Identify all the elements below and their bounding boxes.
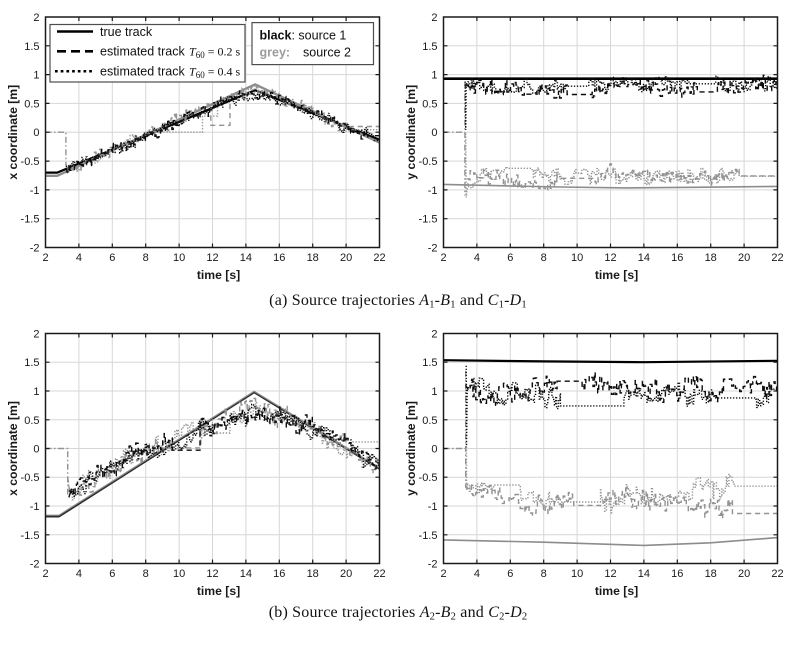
svg-text:-1.5: -1.5: [419, 530, 438, 542]
svg-text:6: 6: [507, 252, 513, 264]
svg-text:20: 20: [738, 568, 750, 580]
svg-text:20: 20: [340, 252, 352, 264]
svg-text:0.5: 0.5: [24, 415, 39, 427]
svg-text:y coordinate [m]: y coordinate [m]: [404, 401, 418, 496]
svg-text:14: 14: [240, 568, 252, 580]
svg-text:4: 4: [76, 568, 82, 580]
svg-text:-1: -1: [30, 501, 40, 513]
svg-text:6: 6: [109, 252, 115, 264]
svg-text:-0.5: -0.5: [419, 156, 438, 168]
svg-text:16: 16: [671, 252, 683, 264]
svg-text:12: 12: [604, 568, 616, 580]
svg-text:20: 20: [340, 568, 352, 580]
svg-text:-2: -2: [428, 559, 438, 571]
svg-text:18: 18: [307, 252, 319, 264]
svg-text:-1: -1: [428, 501, 438, 513]
svg-text:4: 4: [474, 568, 480, 580]
svg-text:2: 2: [440, 568, 446, 580]
svg-text:1.5: 1.5: [422, 357, 437, 369]
svg-text:14: 14: [638, 568, 650, 580]
svg-text:grey:: grey:: [260, 46, 291, 60]
svg-text:-0.5: -0.5: [21, 472, 40, 484]
svg-text:12: 12: [206, 568, 218, 580]
svg-text:18: 18: [705, 568, 717, 580]
svg-text:20: 20: [738, 252, 750, 264]
svg-text:1: 1: [431, 386, 437, 398]
svg-text:4: 4: [474, 252, 480, 264]
svg-text:8: 8: [541, 568, 547, 580]
svg-text:T60 = 0.2 s: T60 = 0.2 s: [189, 45, 240, 61]
svg-text:10: 10: [571, 568, 583, 580]
svg-text:8: 8: [143, 568, 149, 580]
svg-text:0.5: 0.5: [24, 98, 39, 110]
svg-text:estimated track: estimated track: [100, 45, 186, 59]
svg-text:time [s]: time [s]: [595, 268, 638, 282]
svg-text:-1: -1: [30, 185, 40, 197]
svg-text:0: 0: [431, 127, 437, 139]
svg-text:black: source 1: black: source 1: [260, 29, 347, 43]
svg-text:true track: true track: [100, 25, 153, 39]
svg-text:0: 0: [33, 444, 39, 456]
svg-text:12: 12: [604, 252, 616, 264]
svg-text:source 2: source 2: [303, 46, 351, 60]
svg-text:12: 12: [206, 252, 218, 264]
svg-text:22: 22: [373, 568, 385, 580]
svg-text:14: 14: [638, 252, 650, 264]
svg-text:x coordinate [m]: x coordinate [m]: [6, 85, 20, 180]
svg-text:16: 16: [671, 568, 683, 580]
svg-text:(a) Source trajectories A1-B1: (a) Source trajectories A1-B1 and C1-D1: [269, 292, 527, 311]
svg-text:1: 1: [33, 70, 39, 82]
svg-text:10: 10: [571, 252, 583, 264]
svg-text:y coordinate [m]: y coordinate [m]: [404, 85, 418, 180]
svg-text:6: 6: [507, 568, 513, 580]
svg-text:10: 10: [173, 252, 185, 264]
svg-text:2: 2: [33, 329, 39, 341]
svg-text:time [s]: time [s]: [197, 268, 240, 282]
svg-text:time [s]: time [s]: [197, 584, 240, 598]
svg-text:8: 8: [143, 252, 149, 264]
svg-text:0.5: 0.5: [422, 415, 437, 427]
svg-text:estimated track: estimated track: [100, 65, 186, 79]
svg-text:-1: -1: [428, 185, 438, 197]
svg-text:1: 1: [431, 70, 437, 82]
svg-text:4: 4: [76, 252, 82, 264]
svg-text:time [s]: time [s]: [595, 584, 638, 598]
svg-text:2: 2: [440, 252, 446, 264]
svg-text:2: 2: [42, 252, 48, 264]
svg-text:6: 6: [109, 568, 115, 580]
svg-text:1.5: 1.5: [24, 357, 39, 369]
svg-text:0.5: 0.5: [422, 98, 437, 110]
svg-text:2: 2: [431, 12, 437, 24]
svg-text:22: 22: [771, 568, 783, 580]
svg-text:-0.5: -0.5: [419, 472, 438, 484]
svg-text:0: 0: [431, 444, 437, 456]
svg-text:0: 0: [33, 127, 39, 139]
svg-text:2: 2: [431, 329, 437, 341]
svg-text:14: 14: [240, 252, 252, 264]
svg-text:18: 18: [705, 252, 717, 264]
svg-text:-2: -2: [30, 559, 40, 571]
svg-text:-1.5: -1.5: [21, 530, 40, 542]
svg-text:-2: -2: [428, 243, 438, 255]
svg-text:-1.5: -1.5: [21, 214, 40, 226]
svg-text:18: 18: [307, 568, 319, 580]
svg-text:10: 10: [173, 568, 185, 580]
svg-text:x coordinate [m]: x coordinate [m]: [6, 401, 20, 496]
svg-text:1.5: 1.5: [24, 41, 39, 53]
svg-text:16: 16: [273, 252, 285, 264]
svg-text:T60 = 0.4 s: T60 = 0.4 s: [189, 65, 240, 81]
svg-text:16: 16: [273, 568, 285, 580]
svg-text:1.5: 1.5: [422, 41, 437, 53]
svg-text:(b) Source trajectories A2-B2: (b) Source trajectories A2-B2 and C2-D2: [269, 604, 528, 623]
svg-text:22: 22: [373, 252, 385, 264]
svg-text:22: 22: [771, 252, 783, 264]
svg-text:2: 2: [33, 12, 39, 24]
svg-text:1: 1: [33, 386, 39, 398]
svg-text:-1.5: -1.5: [419, 214, 438, 226]
svg-text:8: 8: [541, 252, 547, 264]
svg-text:-0.5: -0.5: [21, 156, 40, 168]
svg-text:2: 2: [42, 568, 48, 580]
svg-text:-2: -2: [30, 243, 40, 255]
